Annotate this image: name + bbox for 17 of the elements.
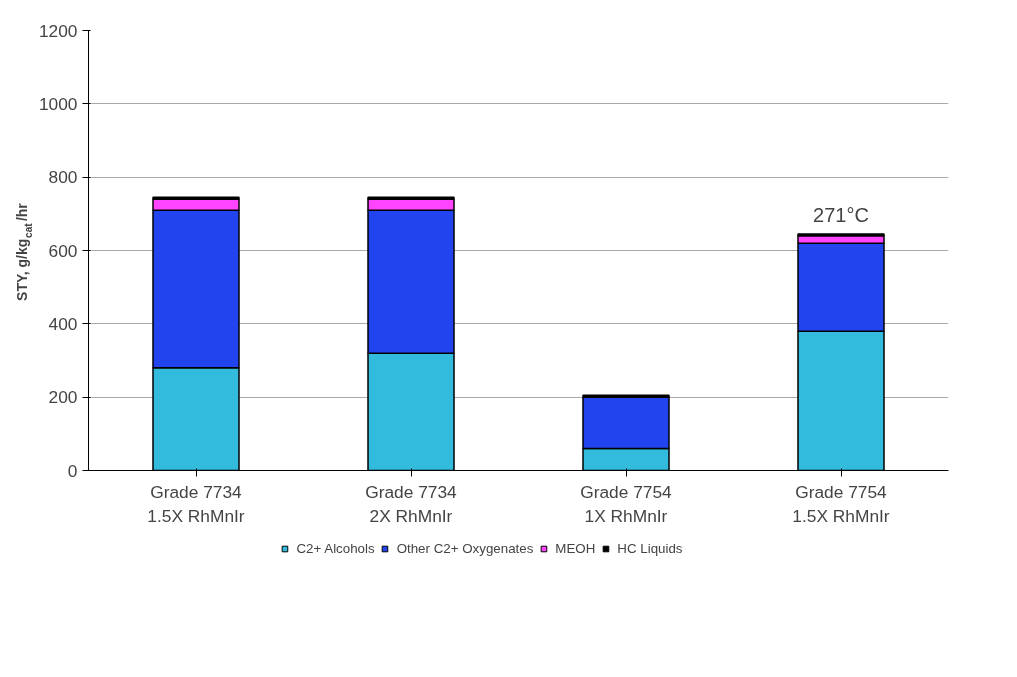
- y-tick-label: 1200: [38, 20, 78, 41]
- y-axis-title: STY, g/kgcat/hr: [13, 202, 34, 301]
- x-tick-label: Grade 7734 2X RhMnIr: [365, 481, 458, 526]
- legend-label: MEOH: [555, 540, 596, 556]
- legend-label: C2+ Alcohols: [296, 540, 375, 556]
- legend-label: Other C2+ Oxygenates: [396, 540, 534, 556]
- x-tick-label: Grade 7734 1.5X RhMnIr: [147, 481, 245, 526]
- y-tick-label: 800: [48, 167, 78, 188]
- y-tick-label: 400: [48, 313, 78, 334]
- x-tick-label: Grade 7754 1X RhMnIr: [580, 481, 673, 526]
- x-tick-label: Grade 7754 1.5X RhMnIr: [792, 481, 890, 526]
- legend-label: HC Liquids: [617, 540, 683, 556]
- y-tick-label: 200: [48, 387, 78, 408]
- y-tick-label: 1000: [38, 93, 78, 114]
- y-tick-label: 600: [48, 240, 78, 261]
- y-tick-label: 0: [67, 460, 78, 481]
- annotation: 271°C: [813, 204, 869, 227]
